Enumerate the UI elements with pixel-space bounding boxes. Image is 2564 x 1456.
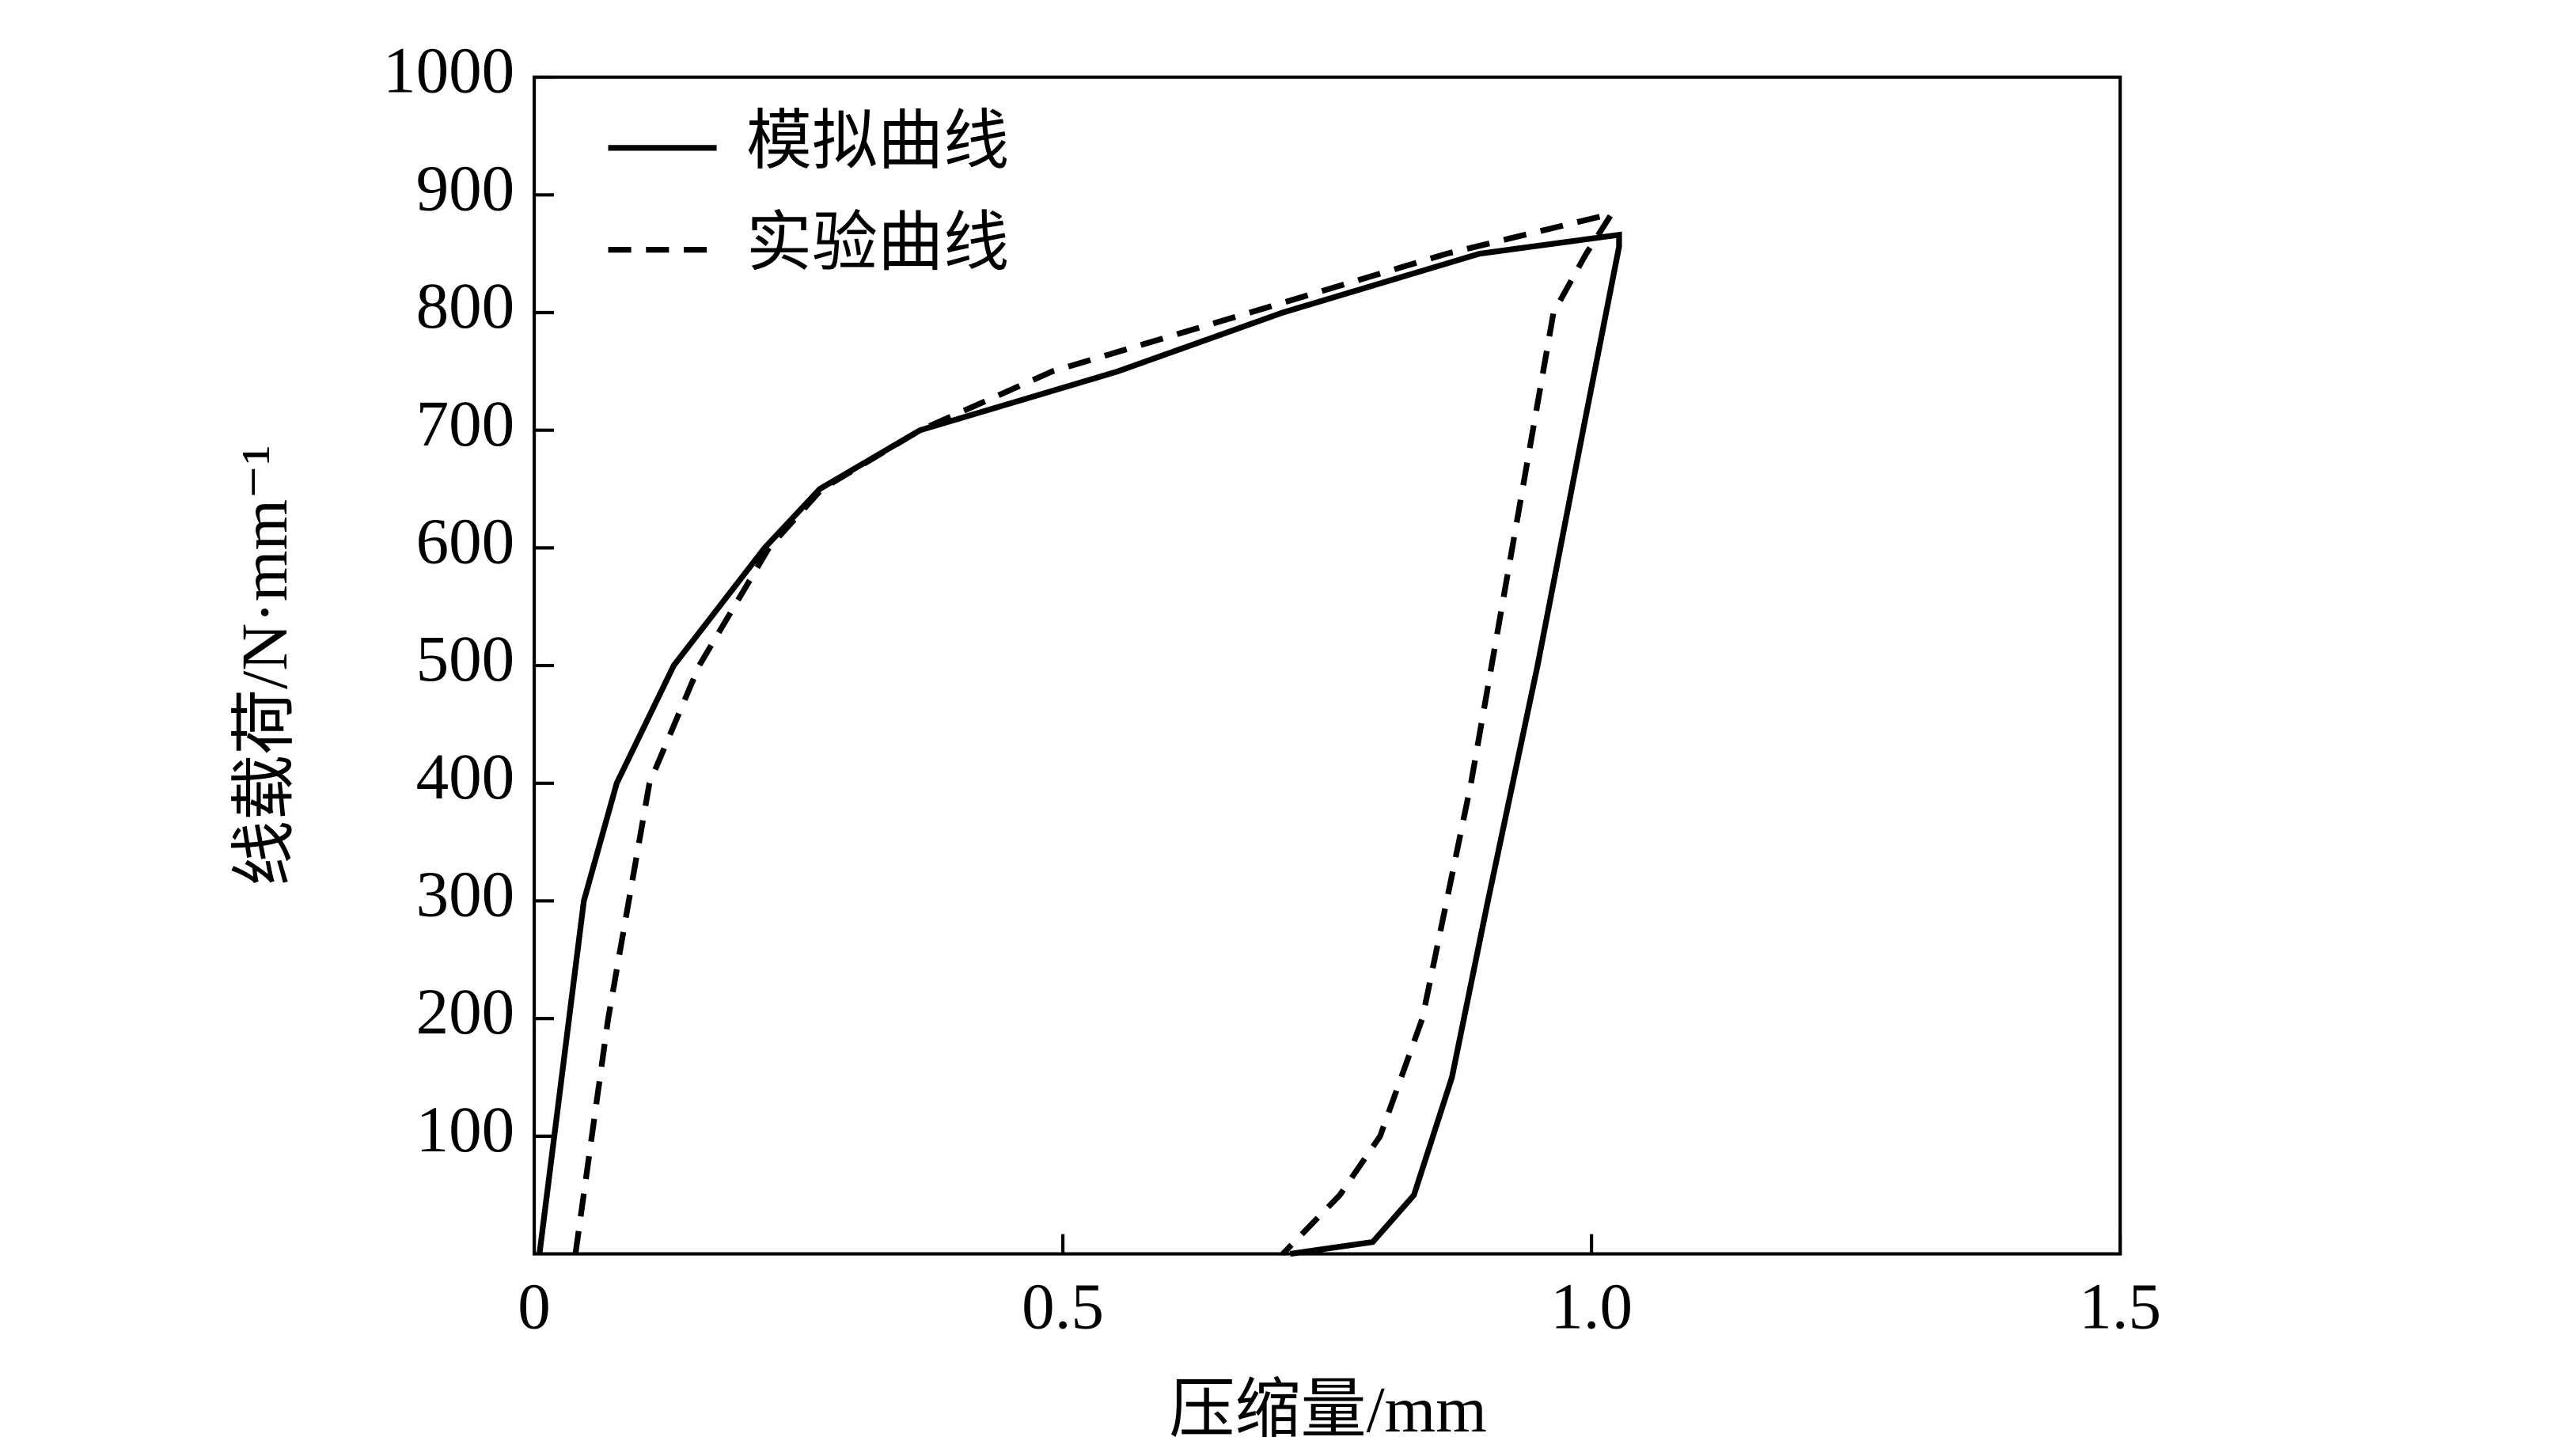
x-tick-label: 0 (518, 1269, 551, 1342)
series-line (572, 209, 1618, 1257)
legend-label: 模拟曲线 (746, 104, 1009, 177)
y-axis-label: 线载荷/N·mm⁻¹ (228, 445, 301, 886)
y-tick-label: 100 (416, 1093, 515, 1166)
y-tick-label: 800 (416, 269, 515, 342)
x-tick-label: 0.5 (1022, 1269, 1104, 1342)
series-line (537, 231, 1622, 1257)
y-tick-label: 900 (416, 151, 515, 224)
x-axis-label: 压缩量/mm (1169, 1373, 1486, 1446)
y-tick-label: 600 (416, 504, 515, 577)
x-tick-label: 1.0 (1550, 1269, 1633, 1342)
y-tick-label: 300 (416, 858, 515, 931)
y-tick-label: 400 (416, 740, 515, 813)
x-tick-label: 1.5 (2079, 1269, 2161, 1342)
y-tick-label: 1000 (383, 34, 514, 107)
y-tick-label: 500 (416, 622, 515, 695)
y-tick-label: 200 (416, 975, 515, 1048)
y-tick-label: 700 (416, 387, 515, 460)
legend-label: 实验曲线 (746, 207, 1009, 279)
